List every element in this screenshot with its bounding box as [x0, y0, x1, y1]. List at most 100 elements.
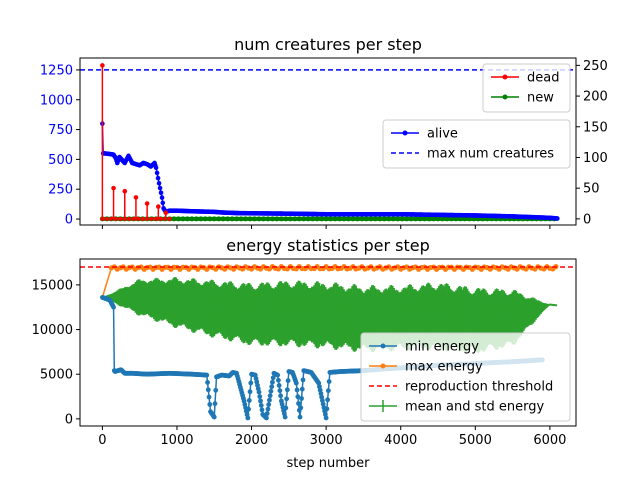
- left-tick-label: 0: [65, 213, 73, 228]
- legend-box: [360, 332, 571, 422]
- new-point: [363, 216, 369, 222]
- new-point: [238, 216, 244, 222]
- y-tick-label: 5000: [40, 368, 73, 383]
- min-energy-point: [264, 411, 270, 416]
- right-tick-label: 200: [583, 90, 608, 105]
- min-energy-point: [264, 415, 269, 421]
- min-energy-point: [270, 375, 276, 381]
- legend-marker: [502, 74, 508, 80]
- new-point: [184, 216, 190, 222]
- top-panel: num creatures per step 02505007501000125…: [40, 35, 608, 229]
- left-tick-label: 1000: [40, 93, 73, 108]
- min-energy-point: [213, 387, 219, 393]
- x-tick-label: 1000: [160, 433, 193, 448]
- legend-marker: [380, 363, 386, 369]
- min-energy-point: [284, 396, 290, 402]
- new-point: [386, 216, 392, 222]
- new-point: [346, 216, 352, 222]
- max-energy-ramp: [101, 267, 113, 298]
- new-point: [310, 216, 316, 222]
- bottom-axes: 0 5000 10000 15000 0 1000 2000 3000 4000 5000 6000: [32, 258, 577, 448]
- min-energy-point: [277, 388, 283, 394]
- dead-point: [131, 216, 136, 221]
- new-point: [404, 216, 410, 222]
- alive-point: [159, 195, 165, 200]
- new-point: [332, 216, 338, 222]
- dead-point: [122, 216, 127, 221]
- new-point: [225, 216, 231, 222]
- new-point: [269, 216, 275, 222]
- dead-point: [167, 216, 172, 221]
- min-energy-point: [248, 380, 254, 386]
- new-point: [323, 216, 329, 222]
- min-energy-point: [206, 394, 212, 400]
- alive-point: [153, 165, 159, 171]
- top-chart-title: num creatures per step: [234, 35, 422, 54]
- new-point: [278, 216, 284, 222]
- min-energy-point: [256, 389, 262, 395]
- new-point: [193, 216, 199, 222]
- bottom-chart-title: energy statistics per step: [226, 236, 430, 255]
- min-energy-point: [212, 401, 218, 407]
- new-point: [319, 216, 325, 222]
- new-point: [305, 216, 311, 222]
- alive-point: [154, 170, 160, 176]
- new-point: [189, 216, 195, 222]
- new-point: [422, 216, 428, 222]
- min-energy-point: [245, 415, 251, 421]
- new-point: [341, 216, 347, 222]
- min-energy-point: [259, 407, 265, 413]
- new-point: [408, 216, 414, 222]
- new-point: [274, 216, 280, 222]
- dead-point: [111, 185, 116, 191]
- new-point: [247, 216, 253, 222]
- min-energy-point: [296, 401, 301, 406]
- alive-point: [555, 216, 560, 221]
- legend-marker: [502, 94, 508, 100]
- dead-point: [154, 216, 159, 221]
- top-legend-dead-new: dead new: [482, 63, 571, 113]
- min-energy-point: [325, 388, 331, 394]
- new-point: [292, 216, 298, 222]
- legend-label: max energy: [405, 360, 483, 375]
- dead-point: [144, 201, 150, 206]
- dead-point: [122, 188, 128, 194]
- left-tick-label: 750: [48, 123, 73, 138]
- min-energy-point: [258, 398, 263, 404]
- dead-point: [136, 216, 141, 221]
- new-point: [171, 216, 177, 222]
- new-point: [207, 216, 213, 222]
- new-point: [350, 216, 356, 222]
- legend-marker: [380, 343, 386, 349]
- new-point: [265, 216, 271, 222]
- new-point: [462, 216, 468, 222]
- dead-point: [113, 216, 118, 221]
- new-point: [202, 216, 208, 222]
- new-point: [180, 216, 186, 222]
- new-point: [453, 216, 459, 222]
- min-energy-point: [275, 372, 281, 378]
- min-energy-point: [325, 397, 331, 403]
- min-energy-point: [205, 387, 211, 393]
- alive-point: [160, 200, 166, 206]
- x-tick-label: 6000: [533, 433, 566, 448]
- top-plot-area: [80, 63, 576, 222]
- x-tick-label: 0: [98, 433, 106, 448]
- y-tick-label: 10000: [32, 323, 73, 338]
- new-point: [426, 216, 432, 222]
- min-energy-point: [211, 414, 217, 420]
- new-point: [256, 216, 262, 222]
- new-point: [287, 216, 293, 222]
- min-energy-point: [299, 386, 305, 392]
- min-energy-point: [293, 380, 299, 386]
- min-energy-point: [299, 396, 304, 401]
- legend-box: [382, 119, 571, 169]
- dead-point: [156, 204, 161, 209]
- min-energy-point: [258, 403, 264, 408]
- new-point: [381, 216, 387, 222]
- min-energy-point: [204, 372, 210, 378]
- dead-point: [140, 216, 145, 221]
- bottom-panel: energy statistics per step 0500010000150…: [32, 236, 577, 471]
- min-energy-point: [298, 405, 304, 411]
